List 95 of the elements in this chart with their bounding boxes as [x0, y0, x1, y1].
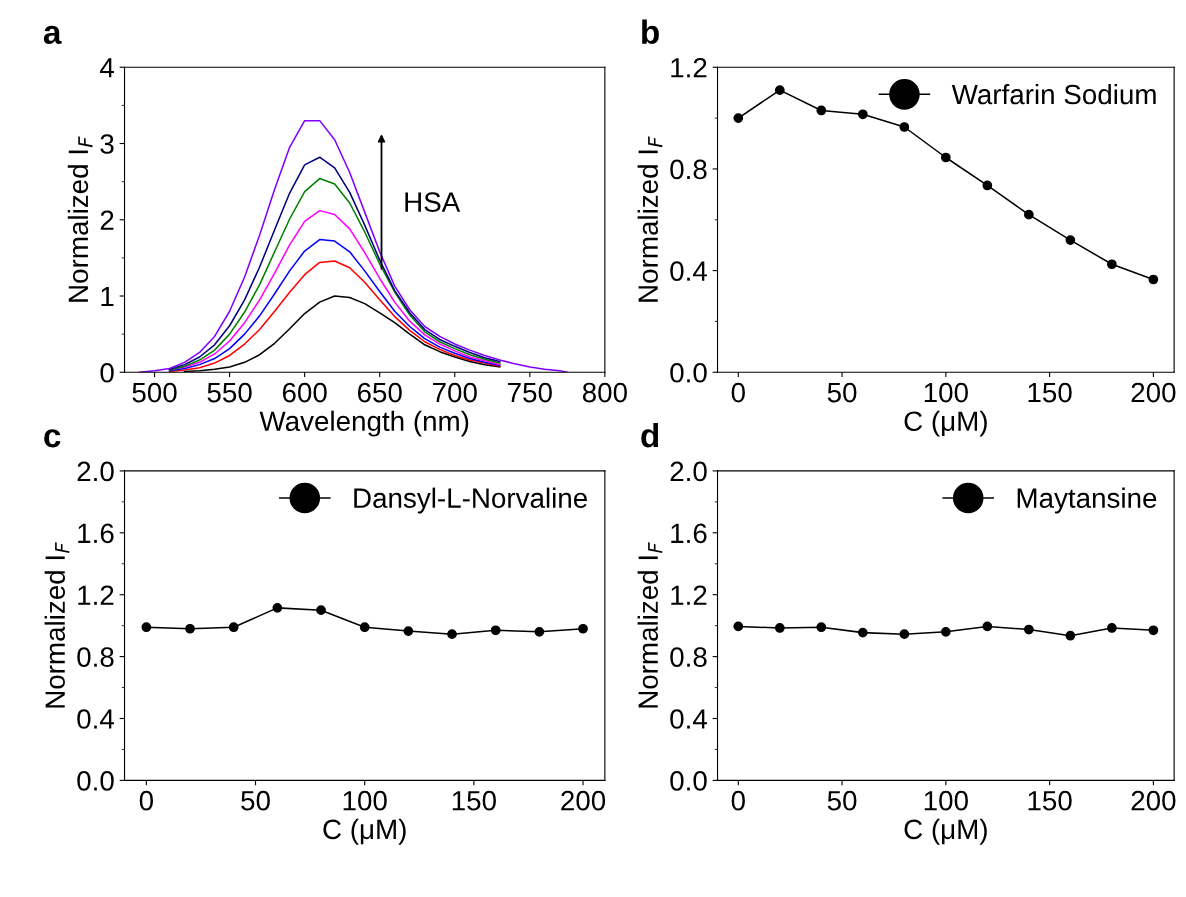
y-axis-title: Normalized I$_{F}$ — [67, 136, 93, 302]
point — [899, 629, 910, 640]
x-tick-label: 0 — [731, 790, 745, 811]
y-axis-title: Normalized I$_{F}$ — [637, 136, 663, 302]
x-tick-label: 100 — [924, 382, 968, 403]
x-tick-label: 50 — [241, 790, 270, 811]
y-tick-label: 3 — [100, 134, 114, 154]
point — [774, 623, 785, 633]
x-axis-title: Wavelength (nm) — [259, 410, 469, 437]
point — [1065, 235, 1076, 245]
y-tick-label: 0.8 — [77, 647, 114, 667]
x-tick-label: 100 — [924, 790, 968, 811]
point — [774, 85, 785, 96]
y-tick-label: 0.8 — [670, 159, 707, 180]
point — [1148, 625, 1159, 636]
point — [1148, 274, 1159, 285]
chart-title: b — [642, 19, 659, 45]
line-series — [168, 260, 501, 373]
chart-title: d — [641, 422, 659, 448]
legend-label: Dansyl-L-Norvaline — [354, 487, 587, 514]
legend-label: Maytansine — [1017, 487, 1157, 514]
point — [1023, 209, 1034, 220]
point — [733, 621, 744, 632]
point — [733, 113, 744, 123]
point — [316, 605, 326, 616]
point — [857, 627, 868, 638]
x-tick-label: 200 — [1131, 790, 1176, 811]
x-tick-label: 50 — [827, 790, 857, 811]
point — [490, 625, 501, 636]
x-tick-label: 550 — [207, 382, 252, 403]
point — [816, 105, 827, 116]
x-tick-label: 200 — [1131, 382, 1176, 403]
point — [1107, 623, 1117, 633]
y-tick-label: 2.0 — [670, 461, 707, 482]
point — [857, 109, 868, 120]
x-axis-title: C (μM) — [323, 818, 406, 845]
point — [1023, 624, 1034, 635]
x-tick-label: 50 — [827, 382, 857, 403]
y-tick-label: 0.4 — [670, 261, 707, 281]
point — [185, 623, 195, 634]
y-axis-title: Normalized I$_{F}$ — [44, 542, 70, 708]
legend-label: Warfarin Sodium — [951, 83, 1156, 105]
annotation: HSA — [405, 192, 461, 212]
y-axis-title: Normalized I$_{F}$ — [637, 542, 663, 708]
y-tick-label: 0.8 — [670, 647, 707, 667]
point — [403, 626, 414, 636]
y-tick-label: 0 — [100, 362, 114, 383]
y-tick-label: 2 — [100, 210, 114, 230]
y-tick-label: 0.4 — [670, 709, 707, 729]
point — [359, 622, 370, 633]
point — [1107, 259, 1117, 270]
y-tick-label: 1.2 — [671, 57, 707, 78]
y-tick-label: 0.4 — [77, 709, 114, 729]
y-tick-label: 0.0 — [670, 362, 707, 383]
x-tick-label: 100 — [343, 790, 387, 811]
point — [228, 622, 239, 633]
x-tick-label: 200 — [561, 790, 606, 811]
point — [272, 603, 283, 613]
line-series — [138, 119, 569, 373]
chart-title: c — [44, 429, 61, 448]
x-tick-label: 500 — [132, 382, 177, 403]
point — [1065, 630, 1076, 641]
y-tick-label: 1.2 — [78, 585, 114, 605]
line-series — [168, 238, 501, 372]
y-tick-label: 0.0 — [77, 771, 114, 791]
x-tick-label: 600 — [282, 382, 327, 403]
x-tick-label: 0 — [731, 382, 745, 403]
x-tick-label: 750 — [508, 382, 552, 403]
y-tick-label: 1 — [101, 286, 114, 307]
x-tick-label: 150 — [1028, 382, 1072, 403]
point — [982, 621, 993, 632]
y-tick-label: 1.2 — [671, 585, 707, 605]
point — [940, 152, 951, 163]
x-axis-title: C (μM) — [904, 410, 987, 437]
y-tick-label: 1.6 — [78, 523, 114, 544]
point — [534, 626, 545, 637]
point — [447, 629, 457, 640]
y-tick-label: 0.0 — [670, 771, 707, 791]
point — [816, 622, 827, 633]
x-tick-label: 150 — [452, 790, 496, 811]
x-tick-label: 0 — [139, 790, 153, 811]
x-tick-label: 700 — [433, 382, 477, 403]
x-tick-label: 800 — [582, 382, 627, 403]
y-tick-label: 2.0 — [77, 461, 114, 482]
point — [578, 623, 588, 634]
point — [899, 122, 910, 132]
point — [940, 626, 951, 637]
x-tick-label: 150 — [1028, 790, 1072, 811]
y-tick-label: 1.6 — [671, 523, 707, 544]
y-tick-label: 4 — [100, 58, 114, 78]
x-axis-title: C (μM) — [904, 818, 987, 845]
point — [141, 622, 152, 633]
chart-title: a — [43, 25, 62, 45]
point — [982, 180, 993, 191]
x-tick-label: 650 — [357, 382, 402, 403]
